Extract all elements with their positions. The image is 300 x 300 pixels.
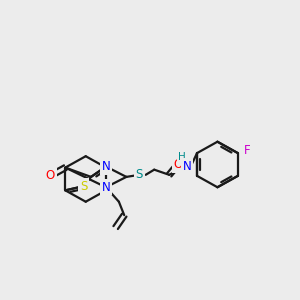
Text: H: H xyxy=(178,152,186,162)
Text: S: S xyxy=(80,180,87,193)
Text: S: S xyxy=(136,168,143,181)
Text: N: N xyxy=(183,160,192,173)
Text: O: O xyxy=(173,158,182,171)
Text: O: O xyxy=(46,169,55,182)
Text: N: N xyxy=(102,160,110,173)
Text: F: F xyxy=(244,143,251,157)
Text: N: N xyxy=(102,181,110,194)
